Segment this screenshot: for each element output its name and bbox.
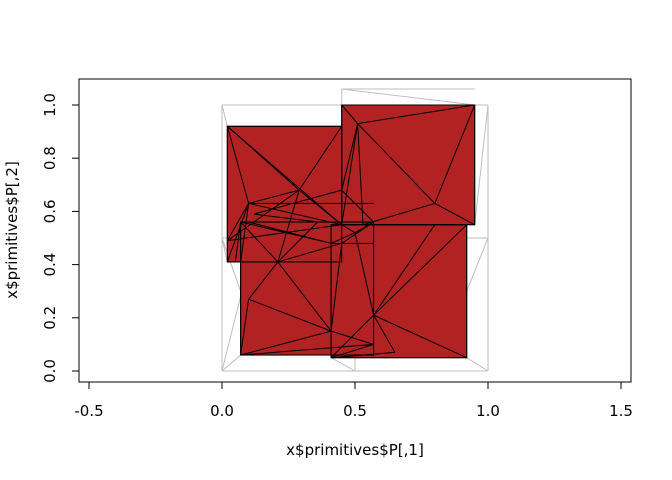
grey-edge-13	[341, 88, 475, 106]
triangle-edge-10	[226, 203, 250, 263]
triangle-edge-43	[341, 224, 356, 234]
triangle-edge-36	[373, 224, 468, 316]
y-axis-title: x$primitives$P[,2]	[3, 161, 21, 299]
y-axis: 0.0 0.2 0.4 0.6 0.8 1.0	[41, 93, 80, 383]
grey-edge-15	[221, 237, 242, 292]
triangle-edge-41	[354, 232, 375, 316]
x-axis-title: x$primitives$P[,1]	[286, 441, 424, 459]
triangle-edge-22	[240, 299, 250, 356]
triangle-edge-11	[341, 104, 359, 124]
triangle-edge-35	[373, 314, 467, 359]
triangle-edge-13	[357, 123, 436, 204]
triangle-edge-26	[240, 330, 332, 356]
triangle-edge-14	[434, 104, 476, 204]
triangle-edge-16	[341, 123, 359, 225]
y-tick-label: 0.2	[41, 306, 59, 330]
x-axis: -0.5 0.0 0.5 1.0 1.5	[74, 381, 633, 420]
y-tick-label: 1.0	[41, 93, 59, 117]
grey-edge-18	[330, 357, 356, 372]
triangle-edge-17	[357, 123, 364, 225]
x-tick-label: 1.5	[609, 402, 633, 420]
square-bottom-right-outline	[330, 224, 468, 359]
triangle-edge-31	[240, 343, 374, 356]
triangle-edge-21	[240, 221, 279, 263]
x-tick-label: -0.5	[74, 402, 103, 420]
grey-edge-11	[466, 357, 489, 372]
triangle-edge-54	[240, 203, 250, 263]
triangle-edge-8	[277, 189, 300, 263]
triangle-edge-25	[277, 261, 332, 332]
triangle-edge-39	[373, 224, 436, 316]
triangle-edge-45	[330, 232, 356, 244]
triangle-edge-9	[248, 202, 342, 226]
square-bottom-left-outline	[240, 221, 375, 356]
triangle-edge-23	[248, 261, 279, 300]
triangle-edge-1	[226, 126, 250, 204]
triangle-edge-37	[373, 314, 396, 353]
y-tick-label: 0.6	[41, 199, 59, 223]
grey-edge-17	[474, 104, 489, 225]
grey-edge-10	[221, 354, 241, 372]
y-tick-label: 0.8	[41, 146, 59, 170]
x-tick-label: 1.0	[476, 402, 500, 420]
triangle-edge-5	[248, 189, 300, 204]
triangle-edge-2	[226, 125, 343, 226]
triangle-edge-34	[330, 314, 374, 359]
triangle-edge-48	[253, 213, 318, 223]
triangle-edge-4	[226, 203, 250, 241]
square-top-right	[341, 104, 476, 226]
triangle-edge-19	[362, 202, 435, 226]
triangle-edge-15	[434, 202, 475, 226]
y-tick-label: 0.4	[41, 253, 59, 277]
triangle-edge-53	[240, 221, 332, 244]
grey-edge-9	[221, 104, 228, 127]
triangle-edge-24	[248, 298, 332, 332]
triangle-edge-52	[234, 221, 242, 263]
triangle-edge-27	[330, 243, 343, 332]
triangle-edge-50	[341, 189, 374, 223]
triangulation-edge-layer	[226, 104, 476, 359]
x-tick-label: 0.5	[343, 402, 367, 420]
triangle-edge-44	[354, 221, 374, 234]
y-tick-label: 0.0	[41, 359, 59, 383]
triangle-edge-6	[298, 126, 343, 191]
triangle-edge-7	[298, 189, 343, 226]
square-fill-layer	[226, 104, 476, 359]
triangle-edge-32	[330, 330, 374, 345]
triangle-edge-18	[341, 123, 359, 191]
x-tick-label: 0.0	[210, 402, 234, 420]
triangle-edge-12	[357, 104, 475, 125]
triangle-edge-49	[253, 189, 342, 215]
grey-edge-14	[466, 237, 489, 292]
grey-edge-19	[221, 237, 228, 263]
grey-edge-16	[221, 296, 242, 372]
